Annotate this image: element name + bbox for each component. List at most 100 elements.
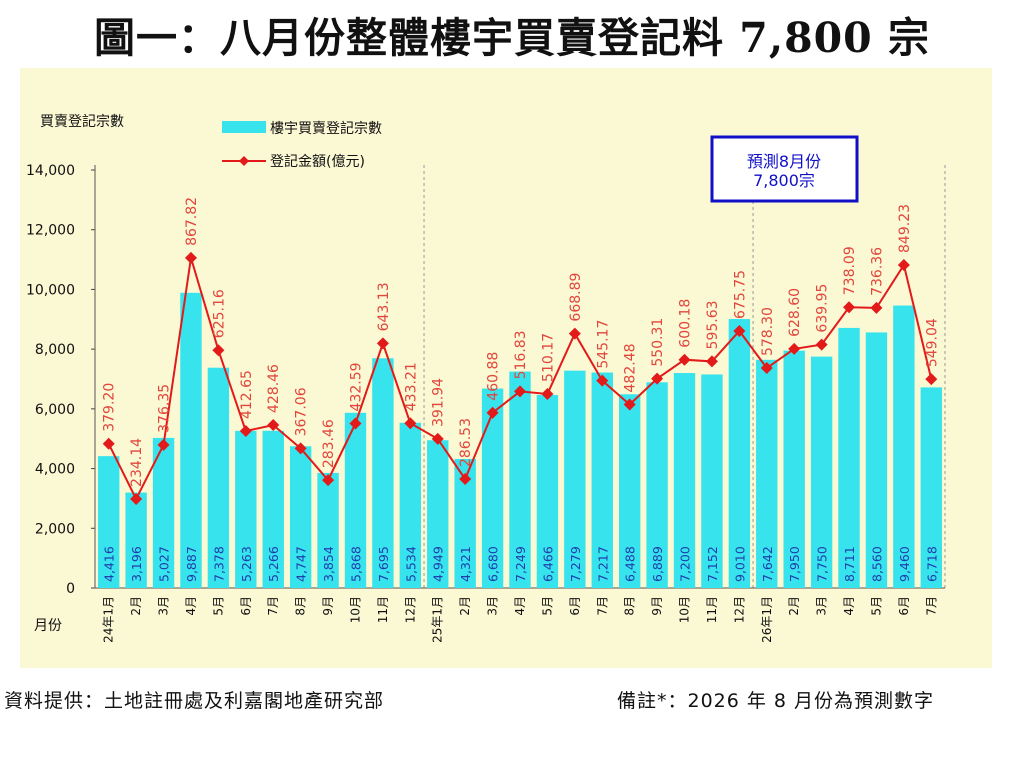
- bar-value-label: 4,747: [294, 546, 309, 582]
- line-point: [568, 327, 581, 340]
- bar-value-label: 6,466: [540, 546, 555, 582]
- x-tick-label: 10月: [678, 596, 692, 623]
- line-point: [514, 385, 526, 398]
- bar-labels: 4,416 3,196 5,027 9,887 7,378 5,263 5,266 4,747…: [102, 546, 940, 582]
- x-tick-label: 7月: [924, 596, 938, 616]
- line-point: [678, 353, 691, 366]
- footer-source: 資料提供：土地註冊處及利嘉閣地產研究部: [4, 690, 385, 712]
- bar-value-label: 9,010: [732, 546, 747, 582]
- line-value-label: 578.30: [760, 307, 776, 356]
- x-tick-label: 25年1月: [431, 596, 445, 643]
- line-point: [431, 432, 444, 445]
- x-tick-label: 6月: [568, 596, 582, 616]
- bar-value-label: 4,416: [102, 546, 117, 582]
- line-value-label: 379.20: [102, 383, 118, 432]
- bar: [235, 430, 257, 588]
- line-value-label: 433.21: [403, 362, 419, 411]
- x-tick-label: 10月: [348, 596, 362, 623]
- line-value-label: 391.94: [431, 378, 447, 427]
- x-tick-label: 2月: [787, 596, 801, 616]
- line-point: [733, 324, 746, 337]
- forecast-box: [710, 135, 859, 203]
- bar: [262, 430, 284, 588]
- bar-value-label: 5,534: [403, 546, 418, 582]
- x-tick-label: 3月: [486, 596, 500, 616]
- line-point: [267, 419, 280, 432]
- x-tick-label: 3月: [815, 596, 829, 616]
- bar-value-label: 6,718: [924, 546, 939, 582]
- line-point: [843, 301, 856, 314]
- bar: [98, 456, 120, 588]
- x-tick-label: 8月: [294, 596, 308, 616]
- bar: [207, 367, 230, 588]
- line-point: [239, 425, 252, 438]
- legend-bar-swatch: [222, 121, 266, 133]
- bar: [893, 305, 915, 588]
- line-point: [294, 442, 307, 455]
- bar-value-label: 7,642: [760, 546, 775, 582]
- line-value-label: 738.09: [842, 246, 858, 295]
- bar: [673, 373, 696, 588]
- y-axis-title: 買賣登記宗數: [40, 113, 124, 130]
- legend-line-marker: [239, 156, 249, 166]
- legend: 樓宇買賣登記宗數 登記金額(億元): [222, 120, 382, 170]
- bar-value-label: 6,488: [623, 546, 638, 582]
- x-tick-label: 3月: [157, 596, 171, 616]
- x-tick-label: 6月: [897, 596, 911, 616]
- bar-value-label: 9,887: [184, 546, 199, 582]
- bar-value-label: 4,949: [431, 546, 446, 582]
- line-value-label: 668.89: [568, 273, 584, 322]
- bar: [591, 372, 613, 588]
- line-series: [102, 251, 938, 505]
- bar-value-label: 7,200: [678, 546, 693, 582]
- line-value-label: 460.88: [486, 352, 502, 401]
- line-point: [788, 342, 801, 355]
- bar: [810, 356, 833, 588]
- bar-value-label: 7,750: [815, 546, 830, 582]
- line-value-label: 376.35: [157, 384, 173, 433]
- bar-value-label: 7,378: [211, 546, 226, 582]
- bar-value-label: 7,695: [376, 546, 391, 582]
- y-tick-label: 12,000: [26, 223, 75, 239]
- line-point: [870, 301, 883, 314]
- bar: [399, 422, 422, 588]
- bar: [289, 446, 312, 588]
- forecast-annotation: 預測8月份 7,800宗: [710, 135, 859, 203]
- bar-value-label: 5,263: [239, 546, 254, 582]
- line-value-label: 639.95: [815, 284, 831, 333]
- bar-value-label: 7,249: [513, 546, 528, 582]
- line-value-label: 628.60: [787, 288, 803, 337]
- line-point: [349, 417, 362, 430]
- bar: [701, 374, 723, 588]
- bar-value-label: 5,266: [266, 546, 281, 582]
- bar: [481, 388, 504, 588]
- line-point: [925, 373, 938, 386]
- footer-note: 備註*：2026 年 8 月份為預測數字: [617, 690, 935, 712]
- bar: [509, 371, 531, 588]
- bar: [865, 332, 888, 588]
- line-point: [184, 251, 197, 264]
- legend-bar-label: 樓宇買賣登記宗數: [270, 120, 382, 137]
- line-value-label: 286.53: [458, 418, 474, 467]
- line-value-label: 625.16: [211, 289, 227, 338]
- bar-value-label: 8,711: [842, 546, 857, 582]
- x-axis-title: 月份: [34, 618, 62, 634]
- page-title: 圖一：八月份整體樓宇買賣登記料 7,800 宗: [94, 14, 930, 62]
- line-point: [541, 387, 554, 400]
- bar: [728, 318, 751, 588]
- bar: [920, 387, 942, 588]
- bar-value-label: 7,950: [787, 546, 802, 582]
- line-value-label: 516.83: [513, 330, 529, 379]
- bar-value-label: 6,889: [650, 546, 665, 582]
- line-value-label: 432.59: [348, 362, 364, 411]
- bar: [344, 412, 367, 588]
- line-value-label: 675.75: [732, 270, 748, 319]
- line-labels: 379.20 234.14 376.35 867.82 625.16 412.65 428.…: [102, 197, 941, 487]
- bar: [783, 350, 805, 588]
- x-tick-label: 11月: [705, 596, 719, 623]
- bar-value-label: 7,152: [705, 546, 720, 582]
- line-point: [705, 355, 718, 368]
- y-tick-label: 6,000: [35, 402, 75, 418]
- line-point: [760, 362, 773, 375]
- line-value-label: 412.65: [239, 370, 255, 419]
